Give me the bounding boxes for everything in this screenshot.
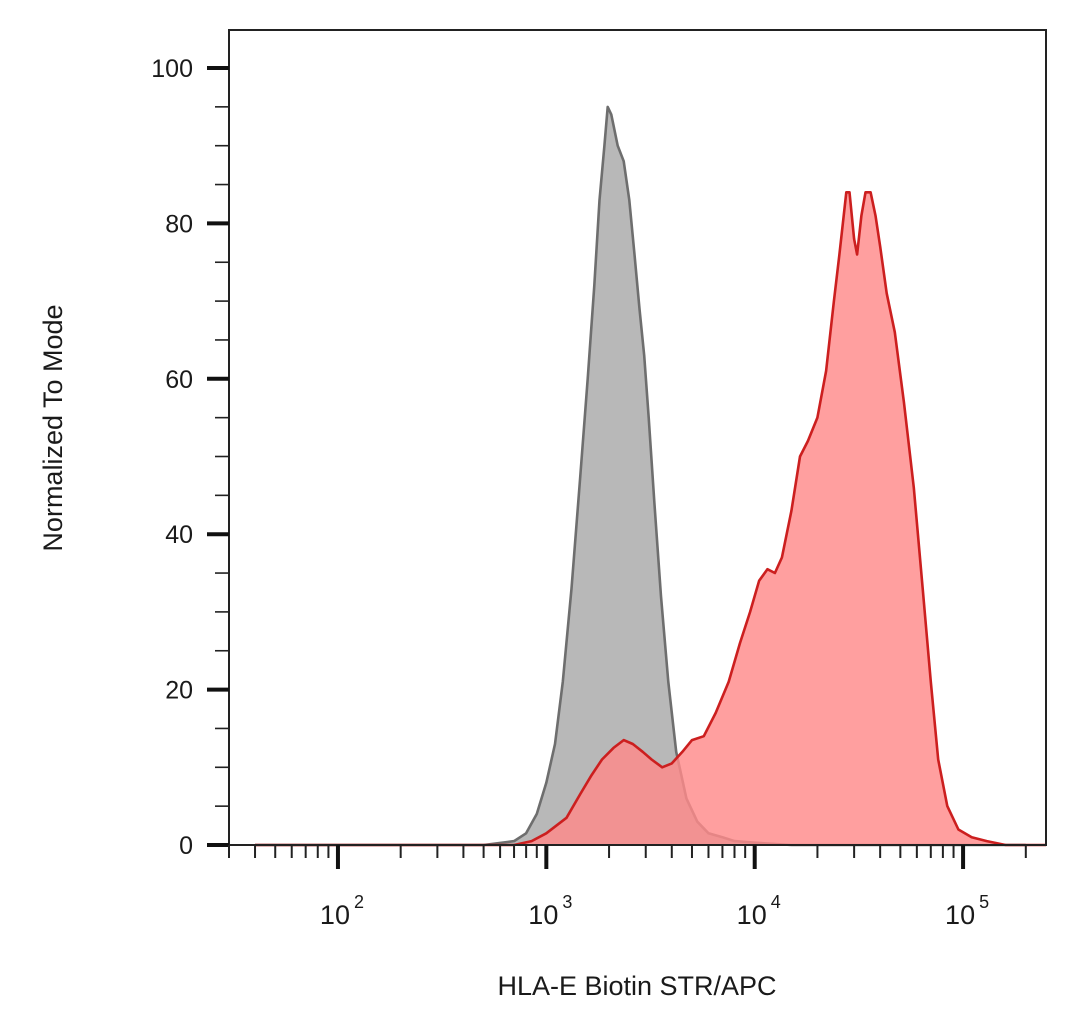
x-tick-label: 10 2 (320, 892, 364, 930)
x-tick-label: 10 4 (737, 892, 781, 930)
x-tick-label: 10 3 (528, 892, 572, 930)
series-layer (255, 105, 1046, 847)
x-axis-label: HLA-E Biotin STR/APC (497, 971, 776, 1001)
series-1-line (255, 191, 1046, 847)
x-tick-label: 10 5 (945, 892, 989, 930)
y-tick-label: 40 (165, 521, 193, 549)
series-0-area (255, 106, 1026, 845)
series-1-area (255, 192, 1046, 846)
plot-frame (228, 29, 1047, 846)
y-tick-label: 20 (165, 677, 193, 705)
x-axis: 10 2 10 3 10 4 10 5 (228, 845, 1027, 930)
y-axis-label: Normalized To Mode (38, 304, 68, 551)
y-axis: 0 20 40 60 80 100 (151, 55, 229, 860)
y-tick-label: 100 (151, 55, 193, 83)
y-tick-label: 0 (179, 832, 193, 860)
y-tick-label: 80 (165, 210, 193, 238)
y-tick-label: 60 (165, 366, 193, 394)
